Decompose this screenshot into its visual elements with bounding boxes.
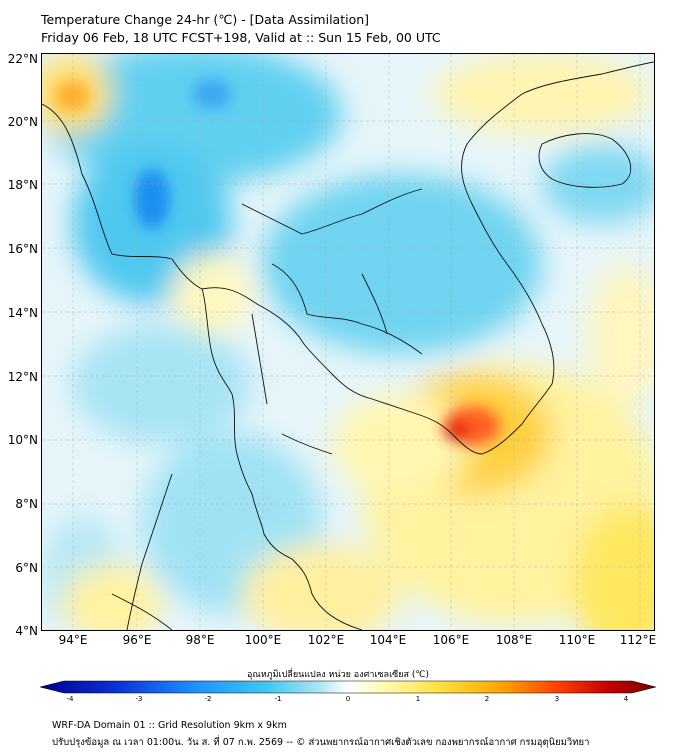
lon-label-96e: 96°E [122, 633, 152, 647]
lat-label-20n: 20°N [7, 115, 38, 129]
lat-label-8n: 8°N [15, 497, 38, 511]
lat-label-14n: 14°N [7, 306, 38, 320]
lon-label-100e: 100°E [244, 633, 282, 647]
lon-label-102e: 102°E [307, 633, 345, 647]
colorbar-tick: 4 [623, 695, 629, 703]
colorbar-tick: 0 [345, 695, 351, 703]
colorbar-tick: -2 [204, 695, 212, 703]
map-field [42, 54, 654, 630]
colorbar-tick: 1 [415, 695, 421, 703]
temperature-change-map [41, 53, 655, 631]
colorbar-tick: -3 [135, 695, 143, 703]
colorbar [40, 680, 656, 694]
colorbar-tick: 2 [484, 695, 490, 703]
lon-label-112e: 112°E [619, 633, 657, 647]
lon-label-104e: 104°E [369, 633, 407, 647]
colorbar-title: อุณหภูมิเปลี่ยนแปลง หน่วย องศาเซลเซียส (… [246, 670, 430, 680]
lon-label-110e: 110°E [558, 633, 596, 647]
lon-label-106e: 106°E [432, 633, 470, 647]
colorbar-tick: -4 [66, 695, 74, 703]
lon-label-94e: 94°E [58, 633, 88, 647]
lon-label-98e: 98°E [185, 633, 215, 647]
lat-label-22n: 22°N [7, 52, 38, 66]
lat-label-18n: 18°N [7, 178, 38, 192]
lat-label-6n: 6°N [15, 561, 38, 575]
lat-label-16n: 16°N [7, 242, 38, 256]
map-subtitle: Friday 06 Feb, 18 UTC FCST+198, Valid at… [41, 30, 441, 45]
footer-model-info: WRF-DA Domain 01 :: Grid Resolution 9km … [52, 720, 287, 731]
lat-label-12n: 12°N [7, 370, 38, 384]
lon-label-108e: 108°E [495, 633, 533, 647]
colorbar-tick: 3 [554, 695, 560, 703]
lat-label-10n: 10°N [7, 433, 38, 447]
footer-credit: ปรับปรุงข้อมูล ณ เวลา 01:00น. วัน ส. ที่… [52, 737, 590, 748]
lat-label-4n: 4°N [15, 624, 38, 638]
map-title: Temperature Change 24-hr (℃) - [Data Ass… [41, 12, 370, 27]
colorbar-tick: -1 [274, 695, 282, 703]
